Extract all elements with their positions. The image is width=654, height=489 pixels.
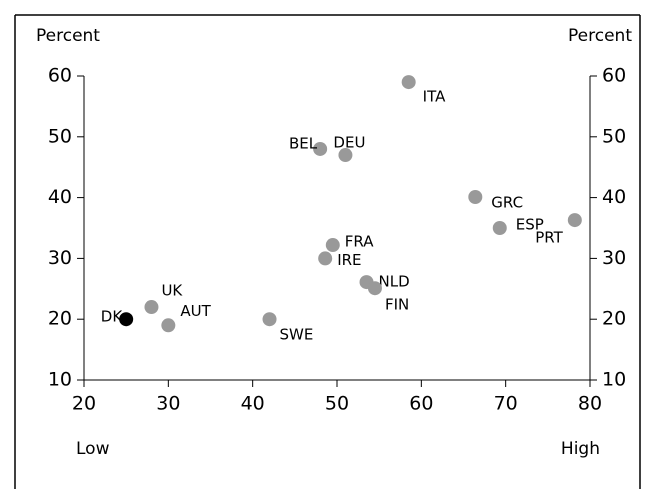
point [367, 281, 382, 296]
point-label: FIN [385, 296, 409, 314]
point-label: DK [101, 308, 124, 326]
point-label: ITA [423, 88, 446, 106]
point [338, 148, 353, 163]
point [325, 238, 340, 253]
point [313, 141, 328, 156]
point [318, 251, 333, 266]
point-label: NLD [379, 273, 410, 291]
point [119, 312, 134, 327]
point [567, 213, 582, 228]
point-label: DEU [333, 134, 365, 152]
point-label: SWE [280, 326, 314, 344]
y2-axis-label: Percent [568, 26, 632, 46]
x-high-label: High [561, 439, 600, 459]
point [401, 75, 416, 90]
point [468, 189, 483, 204]
y-tick-label: 20 [48, 308, 72, 330]
x-tick-label: 40 [241, 393, 265, 415]
y-tick-label: 50 [48, 125, 72, 147]
y2-tick-label: 60 [602, 65, 626, 87]
y2-tick-label: 10 [602, 369, 626, 391]
point [144, 300, 159, 315]
point [492, 221, 507, 235]
x-tick-label: 80 [578, 393, 602, 415]
point-label: BEL [289, 134, 318, 152]
x-tick-label: 30 [156, 393, 180, 415]
point-label: AUT [180, 302, 211, 320]
point-label: ESP [516, 216, 544, 234]
x-tick-label: 50 [325, 393, 349, 415]
x-low-label: Low [76, 439, 110, 459]
x-tick-label: 60 [409, 393, 433, 415]
y-axis-label: Percent [36, 26, 100, 46]
y-tick-label: 30 [48, 247, 72, 269]
x-tick-label: 20 [72, 393, 96, 415]
point-label: PRT [535, 229, 563, 247]
y2-tick-label: 50 [602, 125, 626, 147]
y-tick-label: 10 [48, 369, 72, 391]
point-label: IRE [337, 251, 361, 269]
point-label: UK [161, 282, 183, 300]
y-tick-label: 60 [48, 65, 72, 87]
point [262, 312, 277, 327]
x-tick-label: 70 [494, 393, 518, 415]
y2-tick-label: 30 [602, 247, 626, 269]
y2-tick-label: 40 [602, 186, 626, 208]
point [161, 318, 176, 333]
point-label: FRA [345, 233, 374, 251]
y-tick-label: 40 [48, 186, 72, 208]
y2-tick-label: 20 [602, 308, 626, 330]
point-label: GRC [491, 193, 523, 211]
